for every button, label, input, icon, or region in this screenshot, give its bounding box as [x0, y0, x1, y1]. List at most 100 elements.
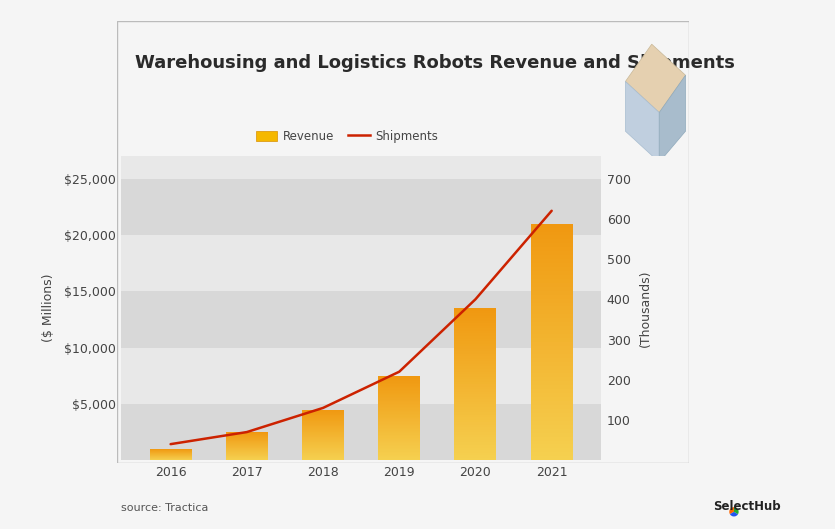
Bar: [531, 354, 573, 358]
Bar: [531, 259, 573, 263]
Text: source: Tractica: source: Tractica: [121, 503, 209, 513]
Polygon shape: [625, 81, 660, 162]
Bar: [121, 291, 601, 348]
Bar: [531, 385, 573, 389]
Bar: [378, 433, 420, 435]
Bar: [378, 425, 420, 426]
Bar: [302, 446, 344, 448]
Bar: [302, 444, 344, 445]
Bar: [378, 412, 420, 414]
Bar: [454, 377, 497, 379]
Bar: [454, 389, 497, 392]
Bar: [454, 369, 497, 371]
Bar: [302, 412, 344, 413]
Bar: [378, 452, 420, 453]
Bar: [531, 251, 573, 255]
Bar: [378, 432, 420, 433]
Bar: [531, 433, 573, 436]
Bar: [454, 321, 497, 323]
Bar: [531, 224, 573, 227]
Bar: [302, 442, 344, 443]
Bar: [454, 409, 497, 412]
Text: Warehousing and Logistics Robots Revenue and Shipments: Warehousing and Logistics Robots Revenue…: [135, 54, 735, 72]
Bar: [302, 458, 344, 459]
Bar: [454, 384, 497, 387]
Bar: [531, 240, 573, 243]
Bar: [454, 318, 497, 321]
Bar: [378, 414, 420, 415]
Bar: [302, 427, 344, 428]
Bar: [378, 400, 420, 401]
Bar: [378, 442, 420, 443]
Bar: [454, 427, 497, 430]
Bar: [531, 314, 573, 318]
Bar: [454, 407, 497, 409]
Bar: [531, 287, 573, 290]
Bar: [454, 323, 497, 326]
Bar: [302, 439, 344, 440]
Bar: [531, 271, 573, 275]
Bar: [302, 454, 344, 455]
Bar: [531, 449, 573, 452]
Bar: [531, 235, 573, 240]
Bar: [531, 318, 573, 322]
Bar: [302, 436, 344, 437]
Bar: [531, 275, 573, 279]
Bar: [302, 434, 344, 435]
Bar: [378, 391, 420, 393]
Bar: [454, 417, 497, 419]
Bar: [302, 451, 344, 452]
Bar: [378, 388, 420, 390]
Bar: [302, 438, 344, 439]
Wedge shape: [729, 507, 734, 514]
Bar: [378, 409, 420, 411]
Bar: [378, 431, 420, 432]
Bar: [378, 403, 420, 404]
Bar: [531, 338, 573, 342]
Bar: [378, 439, 420, 441]
Bar: [454, 349, 497, 351]
Bar: [378, 411, 420, 412]
Bar: [454, 437, 497, 440]
Bar: [531, 232, 573, 235]
Bar: [454, 341, 497, 344]
Bar: [378, 436, 420, 437]
Bar: [121, 404, 601, 460]
Bar: [378, 453, 420, 454]
Bar: [378, 416, 420, 418]
Bar: [531, 428, 573, 433]
Bar: [302, 415, 344, 416]
Bar: [302, 426, 344, 427]
Bar: [531, 290, 573, 295]
Bar: [302, 432, 344, 433]
Bar: [302, 453, 344, 454]
Bar: [531, 283, 573, 287]
Bar: [531, 243, 573, 247]
Bar: [302, 429, 344, 430]
Bar: [378, 401, 420, 403]
Bar: [378, 396, 420, 397]
Bar: [454, 415, 497, 417]
Bar: [378, 450, 420, 452]
Bar: [378, 446, 420, 448]
Bar: [378, 443, 420, 445]
Bar: [454, 419, 497, 422]
Bar: [378, 422, 420, 424]
Bar: [121, 156, 601, 179]
Bar: [454, 336, 497, 339]
Bar: [378, 390, 420, 391]
Bar: [531, 370, 573, 373]
Bar: [454, 367, 497, 369]
Bar: [531, 441, 573, 444]
Bar: [531, 417, 573, 421]
Bar: [531, 295, 573, 298]
Bar: [302, 433, 344, 434]
Bar: [454, 397, 497, 399]
Bar: [531, 425, 573, 428]
Bar: [454, 458, 497, 460]
Bar: [454, 346, 497, 349]
Bar: [454, 442, 497, 445]
Bar: [454, 313, 497, 316]
Bar: [531, 298, 573, 303]
Bar: [531, 401, 573, 405]
